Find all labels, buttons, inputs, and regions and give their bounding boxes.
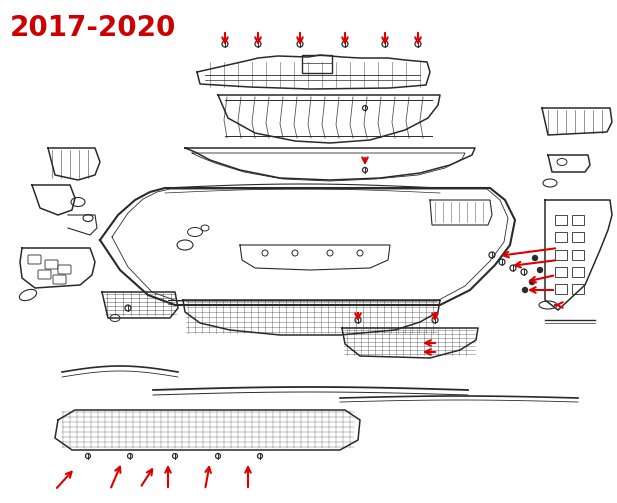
- FancyBboxPatch shape: [38, 270, 51, 279]
- FancyBboxPatch shape: [572, 267, 584, 277]
- FancyBboxPatch shape: [53, 275, 66, 284]
- FancyBboxPatch shape: [555, 267, 567, 277]
- FancyBboxPatch shape: [45, 260, 58, 269]
- FancyBboxPatch shape: [555, 232, 567, 242]
- FancyBboxPatch shape: [572, 250, 584, 260]
- Circle shape: [537, 268, 542, 273]
- Text: 2017-2020: 2017-2020: [10, 14, 176, 42]
- FancyBboxPatch shape: [555, 215, 567, 225]
- FancyBboxPatch shape: [58, 265, 71, 274]
- Circle shape: [529, 280, 534, 285]
- FancyBboxPatch shape: [555, 284, 567, 294]
- FancyBboxPatch shape: [28, 255, 41, 264]
- FancyBboxPatch shape: [302, 55, 332, 73]
- Circle shape: [532, 256, 537, 261]
- FancyBboxPatch shape: [555, 250, 567, 260]
- FancyBboxPatch shape: [572, 284, 584, 294]
- Circle shape: [523, 288, 528, 293]
- FancyBboxPatch shape: [572, 215, 584, 225]
- FancyBboxPatch shape: [572, 232, 584, 242]
